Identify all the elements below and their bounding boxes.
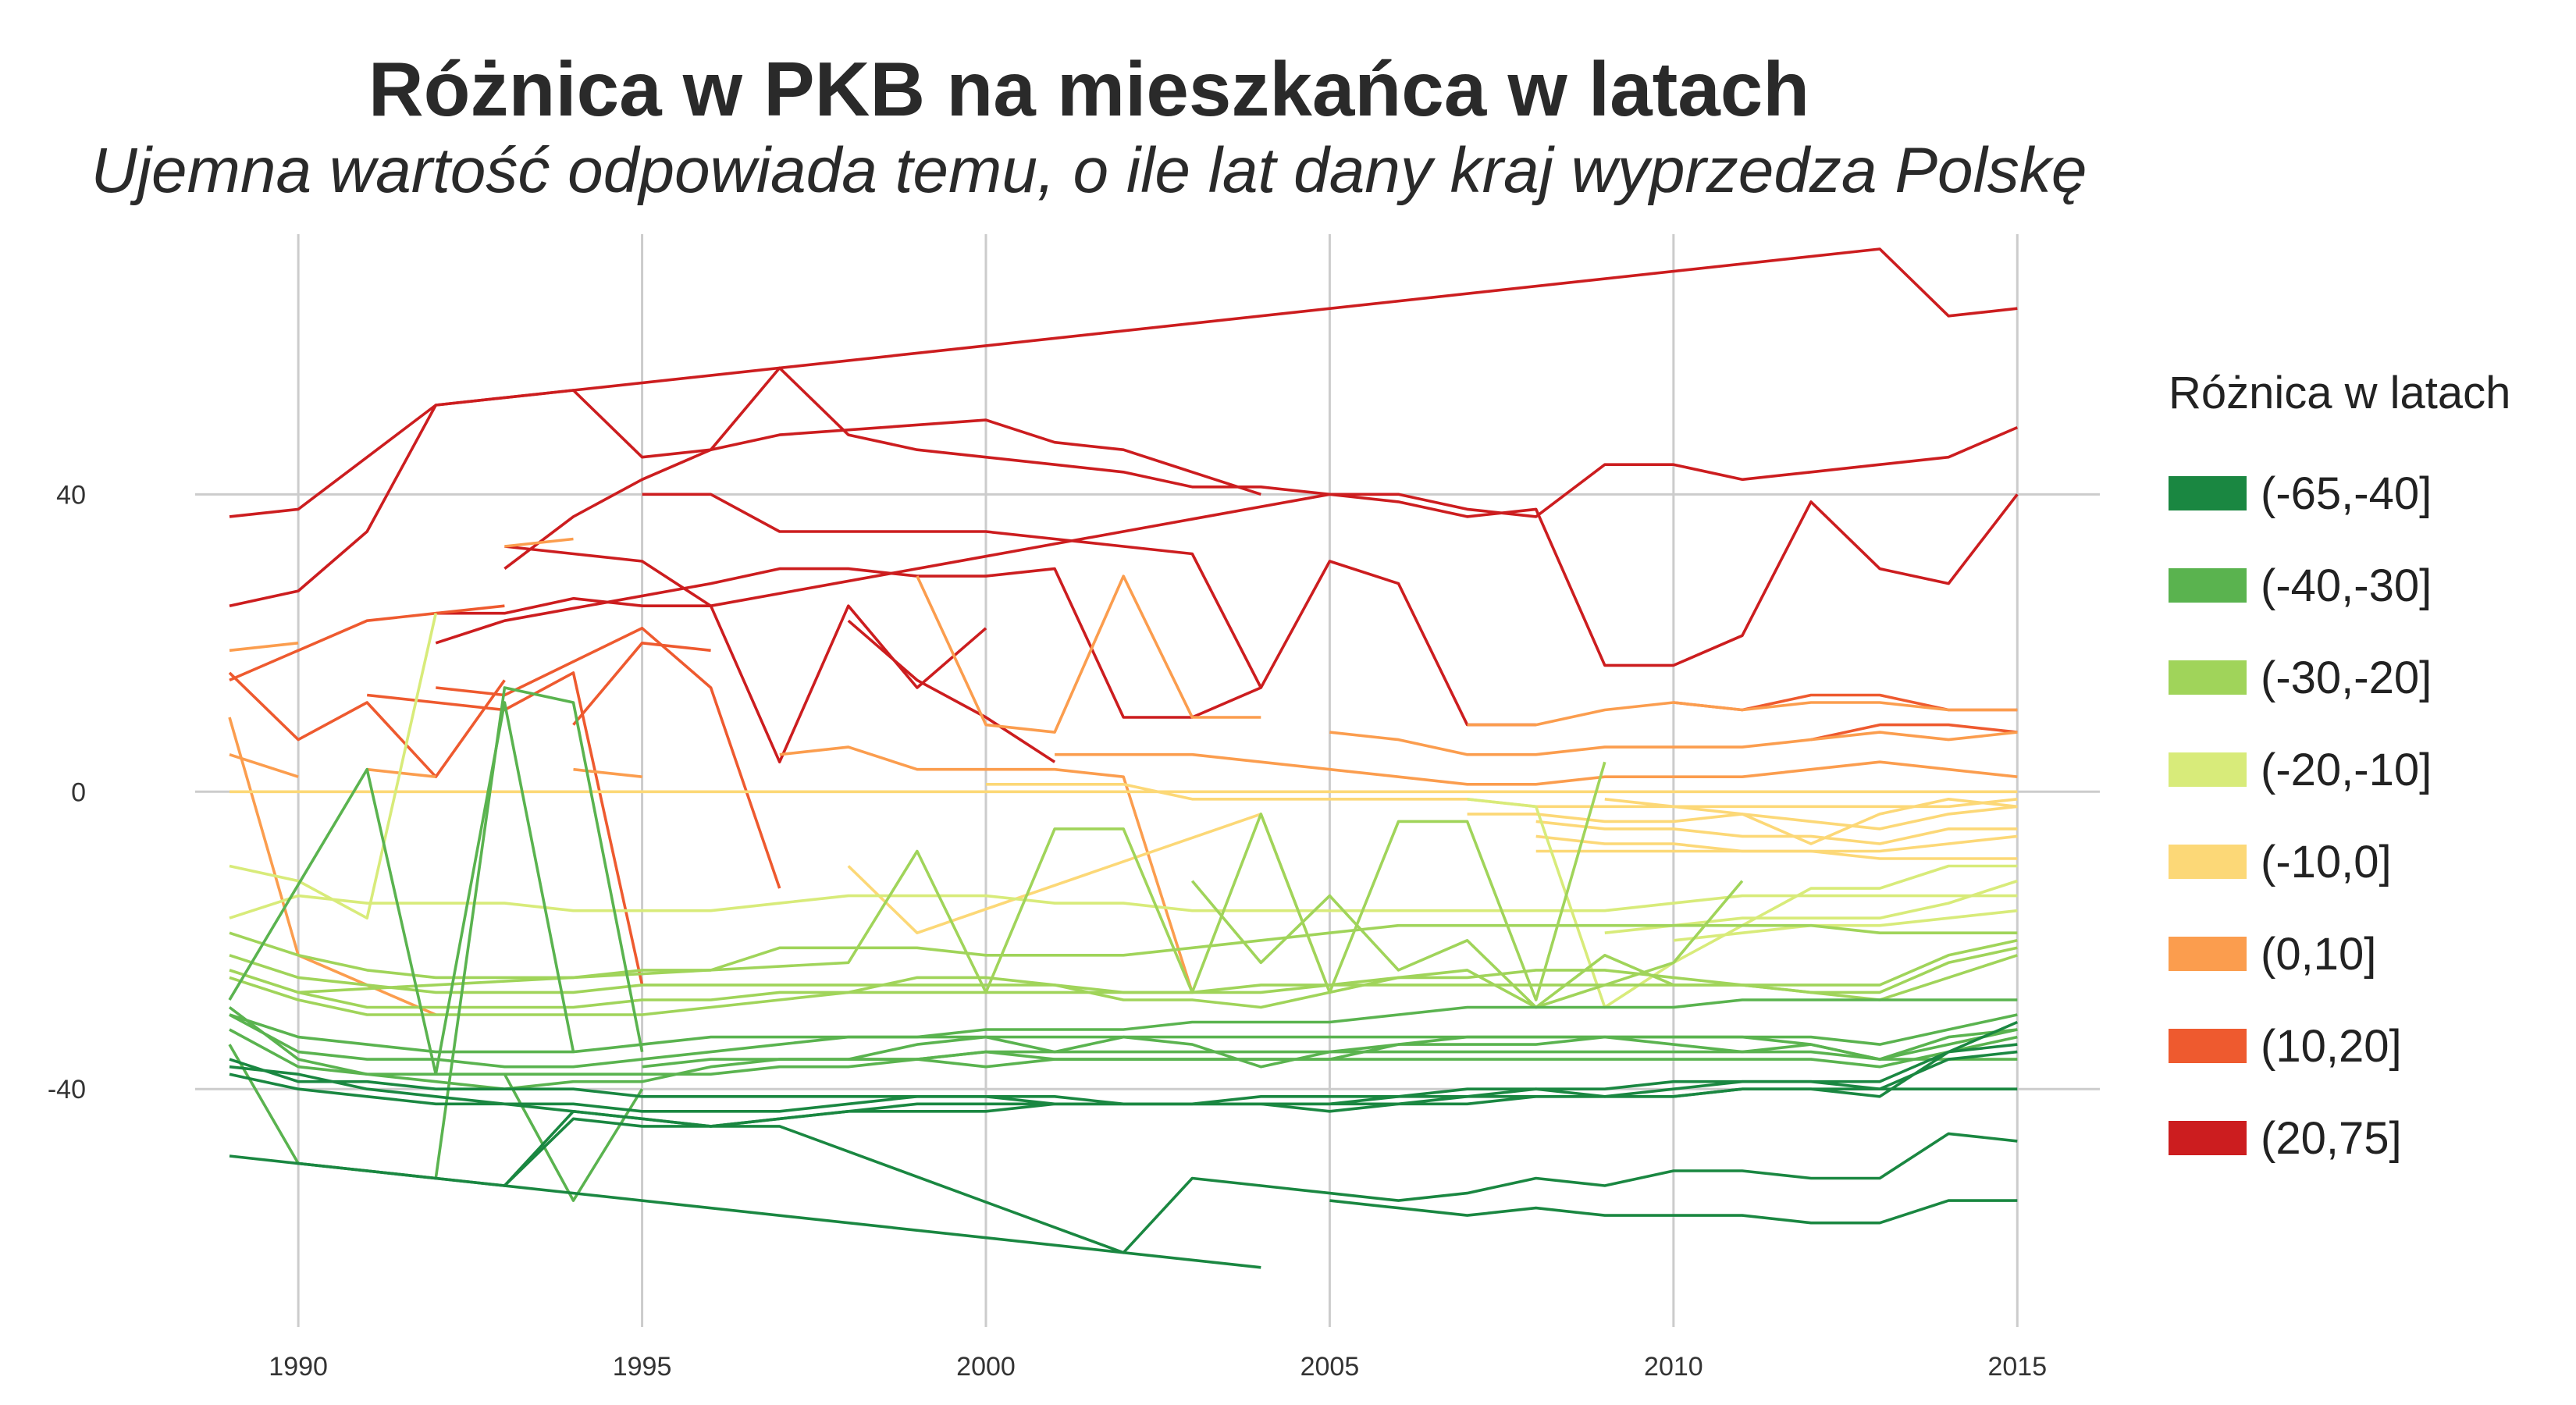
series-line (503, 1073, 644, 1202)
series-line (229, 366, 2019, 607)
series-line (229, 761, 1606, 1001)
x-tick-label: 1990 (269, 1352, 328, 1382)
series-line (1329, 1199, 2018, 1225)
series-line (229, 894, 2018, 919)
x-tick-label: 2015 (1987, 1352, 2047, 1382)
series-line (1810, 723, 2018, 742)
series-line (503, 418, 1261, 571)
series-line (642, 493, 1262, 688)
legend-item: (-40,-30] (2169, 539, 2510, 631)
x-tick-label: 2000 (956, 1352, 1016, 1382)
series-line (228, 701, 575, 1076)
series-line (229, 752, 299, 778)
series-line (916, 574, 1261, 734)
legend-item: (-10,0] (2169, 816, 2510, 908)
legend-swatch (2169, 845, 2247, 879)
series-line (779, 745, 1194, 993)
series-line (1673, 909, 2018, 942)
series-line (367, 767, 436, 778)
series-line (1055, 752, 2018, 786)
series-line (436, 627, 781, 889)
legend-item: (10,20] (2169, 1000, 2510, 1092)
legend-swatch (2169, 937, 2247, 971)
x-tick-label: 1995 (613, 1352, 672, 1382)
series-line (229, 604, 505, 682)
legend-item: (20,75] (2169, 1092, 2510, 1184)
series-lines (228, 247, 2019, 1269)
series-line (229, 1043, 2018, 1113)
series-line (848, 1028, 2018, 1069)
series-line (847, 619, 1056, 763)
legend-swatch (2169, 660, 2247, 695)
legend-swatch (2169, 1121, 2247, 1155)
series-line (1535, 849, 2018, 860)
series-line (229, 247, 2018, 518)
legend-label: (-20,-10] (2261, 744, 2432, 795)
axis-tick-labels: 1990 1995 2000 2005 2010 2015 -40 0 40 (48, 480, 2047, 1382)
legend-label: (-40,-30] (2261, 560, 2432, 611)
legend-swatch (2169, 568, 2247, 603)
legend-label: (-10,0] (2261, 836, 2392, 887)
legend-item: (-20,-10] (2169, 724, 2510, 816)
legend-label: (0,10] (2261, 928, 2377, 980)
x-tick-label: 2005 (1300, 1352, 1360, 1382)
legend-swatch (2169, 476, 2247, 510)
series-line (228, 686, 644, 1180)
series-line (1467, 701, 2018, 727)
series-line (229, 923, 2018, 980)
y-tick-label: -40 (48, 1075, 86, 1104)
series-line (229, 880, 1744, 1016)
grid-lines (195, 234, 2100, 1327)
series-line (504, 545, 987, 763)
legend-label: (-30,-20] (2261, 652, 2432, 703)
series-line (1329, 731, 2018, 756)
series-line (572, 642, 711, 726)
series-line (1467, 805, 2018, 831)
y-tick-label: 40 (56, 480, 86, 510)
series-line (229, 642, 299, 653)
series-line (503, 1020, 2019, 1187)
y-tick-label: 0 (71, 777, 86, 807)
legend-swatch (2169, 1029, 2247, 1063)
series-line (504, 537, 574, 548)
series-line (1535, 834, 2018, 853)
series-line (228, 1006, 2018, 1090)
series-line (367, 671, 644, 986)
series-line (297, 1110, 2018, 1254)
legend-item: (-65,-40] (2169, 447, 2510, 539)
series-line (228, 671, 506, 778)
x-tick-label: 2010 (1644, 1352, 1703, 1382)
legend-label: (10,20] (2261, 1020, 2402, 1072)
series-line (642, 1035, 2018, 1069)
series-line (435, 560, 1536, 727)
legend: Różnica w latach (-65,-40] (-40,-30] (-30,… (2169, 367, 2510, 1184)
legend-title: Różnica w latach (2169, 368, 2511, 418)
legend-swatch (2169, 752, 2247, 787)
series-line (1190, 880, 2018, 1009)
series-line (573, 767, 642, 778)
series-line (229, 1028, 2018, 1076)
series-line (228, 717, 437, 1016)
series-line (1467, 798, 2018, 1009)
legend-label: (20,75] (2261, 1112, 2402, 1164)
series-line (1535, 820, 2018, 845)
legend-label: (-65,-40] (2261, 468, 2432, 519)
chart-subtitle: Ujemna wartość odpowiada temu, o ile lat… (91, 135, 2087, 206)
series-line (229, 998, 2018, 1069)
chart-title: Różnica w PKB na mieszkańca w latach (368, 46, 1810, 132)
series-line (229, 1013, 2018, 1054)
legend-item: (-30,-20] (2169, 631, 2510, 724)
series-line (1604, 798, 2018, 845)
legend-item: (0,10] (2169, 908, 2510, 1000)
